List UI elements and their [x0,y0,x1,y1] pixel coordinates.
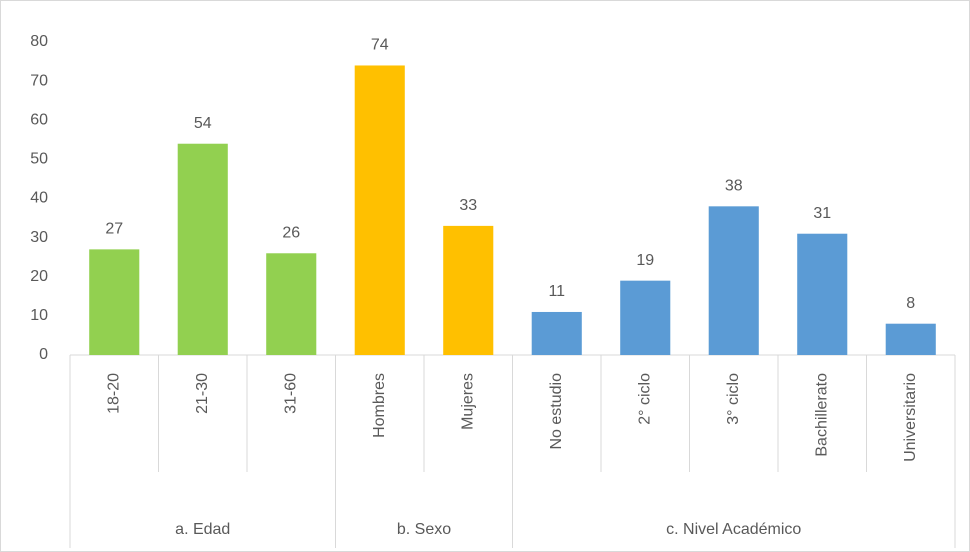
data-label: 54 [194,115,212,132]
bar [885,323,936,355]
x-tick-label: 31-60 [282,373,299,414]
bar [797,233,848,355]
y-tick-label: 10 [30,307,48,324]
y-tick-label: 20 [30,268,48,285]
data-label: 19 [636,252,654,269]
data-label: 27 [105,221,123,238]
bar [177,143,228,355]
data-label: 38 [725,178,743,195]
data-label: 8 [906,295,915,312]
bar [266,253,317,355]
bar [443,225,494,355]
x-tick-label: Hombres [371,373,388,438]
bar [708,206,759,355]
group-label: a. Edad [175,521,230,538]
x-tick-label: Bachillerato [813,373,830,457]
group-label: b. Sexo [397,521,451,538]
bar [354,65,405,355]
x-tick-label: 21-30 [194,373,211,414]
x-tick-label: 3° ciclo [725,373,742,425]
y-tick-label: 70 [30,72,48,89]
data-label: 31 [813,205,831,222]
x-tick-label: Universitario [902,373,919,462]
x-tick-label: Mujeres [459,373,476,430]
y-tick-label: 0 [39,346,48,363]
x-tick-label: 2° ciclo [636,373,653,425]
y-tick-label: 80 [30,33,48,50]
data-label: 11 [548,283,565,300]
data-label: 33 [459,197,477,214]
group-label: c. Nivel Académico [666,521,801,538]
data-label: 26 [282,224,300,241]
bar [620,280,671,355]
x-tick-label: 18-20 [105,373,122,414]
bar [531,311,582,355]
y-tick-label: 60 [30,111,48,128]
data-label: 74 [371,37,389,54]
bar [89,249,140,355]
y-tick-label: 40 [30,190,48,207]
x-tick-label: No estudio [548,373,565,450]
y-tick-label: 50 [30,151,48,168]
y-tick-label: 30 [30,229,48,246]
